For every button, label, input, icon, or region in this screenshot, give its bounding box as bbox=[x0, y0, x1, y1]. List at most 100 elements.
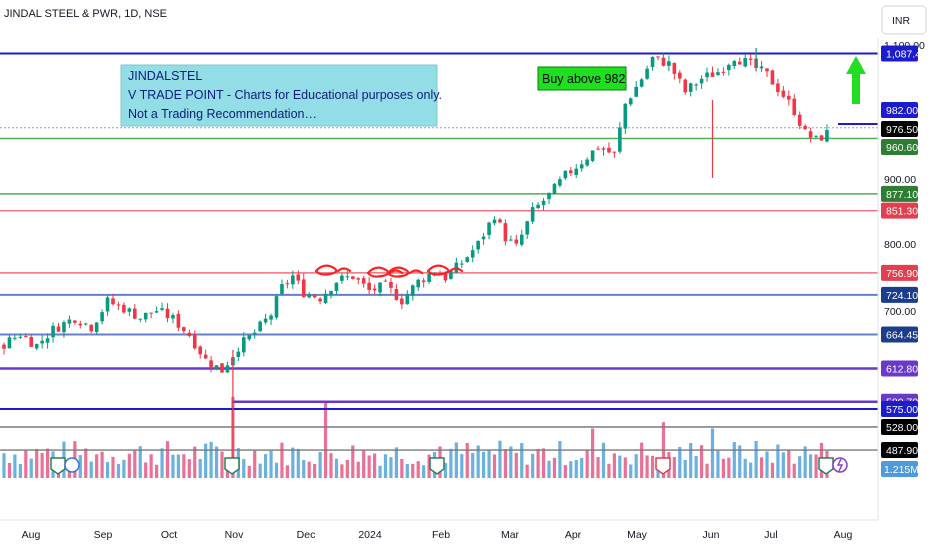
candle bbox=[530, 207, 535, 222]
candle bbox=[416, 279, 420, 288]
price-tag: 528.00 bbox=[881, 419, 918, 435]
candle bbox=[541, 200, 546, 206]
volume-bar bbox=[296, 448, 300, 478]
volume-bar bbox=[2, 453, 6, 478]
candle bbox=[361, 278, 366, 284]
up-arrow-icon bbox=[846, 56, 866, 104]
volume-bar bbox=[302, 460, 306, 478]
volume-bar bbox=[781, 452, 785, 478]
volume-bar bbox=[732, 442, 736, 478]
volume-bar bbox=[182, 454, 186, 478]
time-tick-label: 2024 bbox=[358, 529, 382, 541]
annotation-layer bbox=[314, 264, 464, 278]
candle bbox=[427, 273, 431, 282]
volume-bar bbox=[334, 458, 339, 478]
time-tick-label: Aug bbox=[834, 529, 853, 541]
split-icon[interactable] bbox=[832, 457, 848, 473]
candle bbox=[465, 257, 470, 262]
volume-bar bbox=[149, 454, 153, 478]
volume-bar bbox=[198, 458, 202, 478]
candle bbox=[683, 79, 688, 93]
volume-bar bbox=[705, 463, 709, 478]
candle bbox=[650, 56, 655, 67]
candle bbox=[187, 332, 192, 337]
candle bbox=[7, 337, 12, 349]
candle bbox=[612, 151, 617, 153]
price-tick-label: 900.00 bbox=[884, 174, 916, 186]
volume-bar bbox=[700, 445, 704, 478]
candle bbox=[263, 318, 268, 323]
volume-bar bbox=[531, 453, 535, 478]
candle bbox=[405, 294, 410, 305]
event-marker-icon[interactable] bbox=[655, 457, 671, 475]
candle bbox=[138, 318, 143, 320]
price-tag-text: 612.80 bbox=[886, 364, 918, 376]
time-axis[interactable]: Aug Sep Oct Nov Dec 2024 Feb Mar Apr May Jun Jul Aug bbox=[22, 529, 853, 541]
candle bbox=[699, 78, 704, 84]
candle bbox=[814, 135, 818, 137]
candle bbox=[45, 338, 50, 343]
candle bbox=[258, 321, 262, 332]
candle bbox=[672, 62, 677, 74]
candle bbox=[787, 95, 791, 100]
volume-bar bbox=[345, 460, 349, 478]
time-tick-label: Jun bbox=[703, 529, 720, 541]
candle bbox=[29, 336, 34, 347]
volume-bar bbox=[792, 463, 796, 478]
price-tag: 976.50 bbox=[881, 121, 918, 137]
candle bbox=[759, 66, 764, 69]
event-marker-icon[interactable] bbox=[50, 457, 66, 475]
event-markers bbox=[50, 457, 848, 475]
volume-bar bbox=[422, 465, 426, 478]
candle bbox=[421, 280, 426, 283]
volume-bar bbox=[689, 442, 693, 478]
candle bbox=[51, 325, 55, 338]
volume-bar bbox=[465, 442, 469, 478]
volume-bar bbox=[607, 463, 611, 478]
volume-bar bbox=[373, 453, 377, 478]
event-marker-icon[interactable] bbox=[429, 457, 445, 475]
price-tag: 487.90 bbox=[881, 442, 918, 459]
buy-label-box[interactable]: Buy above 982 bbox=[537, 66, 627, 91]
event-marker-icon[interactable] bbox=[64, 457, 80, 473]
price-tag: 982.00 bbox=[881, 102, 918, 118]
candle bbox=[356, 278, 361, 280]
candle bbox=[34, 344, 39, 349]
price-tag: 575.00 bbox=[881, 401, 918, 417]
candle bbox=[301, 279, 306, 298]
candle bbox=[351, 276, 355, 279]
candle bbox=[198, 346, 202, 355]
volume-bar bbox=[694, 456, 698, 478]
candle bbox=[590, 150, 595, 161]
volume-bar bbox=[552, 457, 557, 478]
volume-bar bbox=[122, 459, 126, 478]
volume-bar bbox=[18, 463, 22, 478]
price-tag: 664.45 bbox=[881, 326, 918, 343]
candle bbox=[160, 308, 164, 310]
time-tick-label: Nov bbox=[225, 529, 244, 541]
volume-bar bbox=[285, 465, 289, 478]
volume-bar bbox=[46, 448, 50, 478]
volume-bar bbox=[155, 464, 159, 478]
volume-bar bbox=[171, 454, 175, 478]
event-marker-icon[interactable] bbox=[224, 457, 240, 475]
price-tag-text: 487.90 bbox=[886, 445, 918, 457]
candle bbox=[378, 282, 382, 293]
candle bbox=[13, 337, 17, 339]
volume-bar bbox=[547, 460, 551, 478]
candle bbox=[547, 192, 551, 200]
event-marker-icon[interactable] bbox=[818, 457, 834, 475]
note-box[interactable]: JINDALSTEL V TRADE POINT - Charts for Ed… bbox=[120, 64, 442, 127]
currency-button[interactable]: INR bbox=[881, 5, 927, 35]
volume-bar bbox=[471, 453, 475, 478]
volume-bar bbox=[291, 447, 295, 478]
candle bbox=[56, 326, 61, 332]
volume-bar bbox=[427, 454, 431, 478]
candle bbox=[460, 263, 464, 265]
volume-bar bbox=[650, 455, 655, 478]
candle bbox=[149, 312, 153, 314]
candle bbox=[661, 57, 666, 66]
note-line-1: JINDALSTEL bbox=[128, 69, 202, 83]
volume-bar bbox=[482, 451, 486, 478]
